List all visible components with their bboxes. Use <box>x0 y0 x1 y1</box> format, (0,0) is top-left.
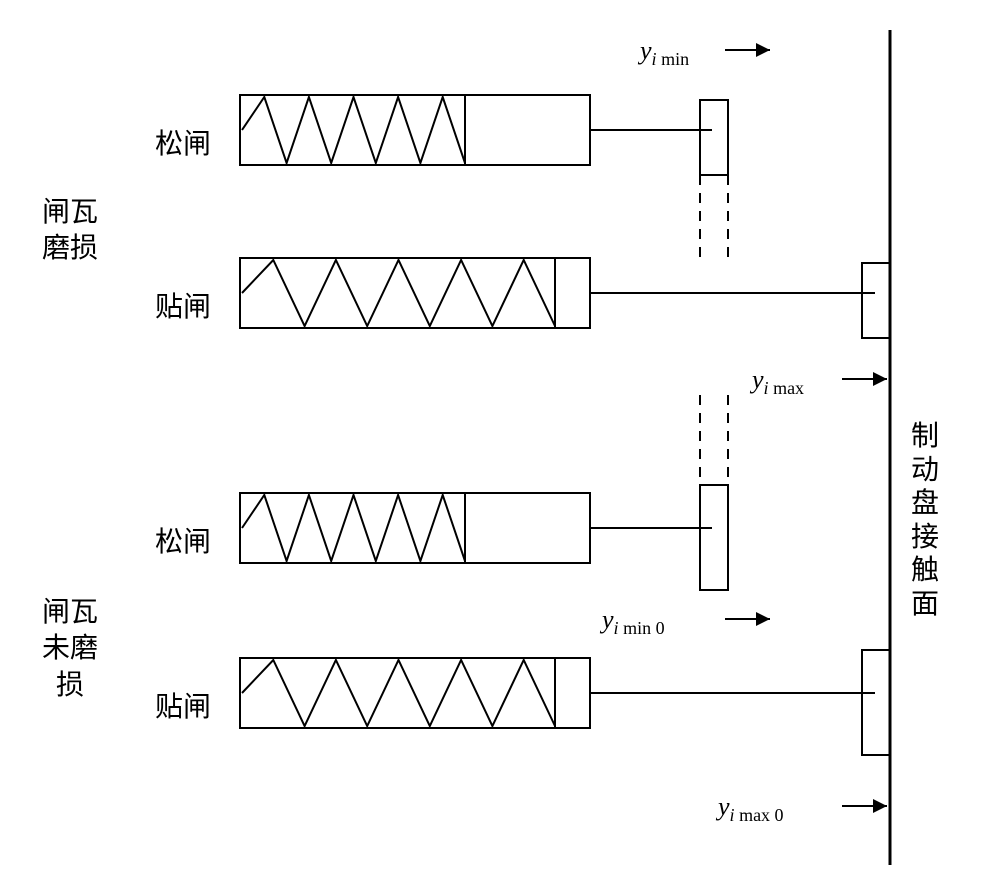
surface-label: 制动盘接触面 <box>910 420 940 622</box>
state-label-worn-release: 松闸 <box>155 122 211 162</box>
diagram-container <box>0 0 1000 883</box>
state-label-unworn-engage: 贴闸 <box>155 685 211 725</box>
group-label-unworn: 闸瓦未磨损 <box>30 595 110 704</box>
y-label-imax0: yi max 0 <box>718 792 784 826</box>
state-label-unworn-release: 松闸 <box>155 520 211 560</box>
y-label-imin: yi min <box>640 36 689 70</box>
y-label-imax: yi max <box>752 365 804 399</box>
diagram-svg <box>0 0 1000 883</box>
state-label-worn-engage: 贴闸 <box>155 285 211 325</box>
group-label-worn: 闸瓦磨损 <box>30 195 110 268</box>
y-label-imin0: yi min 0 <box>602 605 665 639</box>
